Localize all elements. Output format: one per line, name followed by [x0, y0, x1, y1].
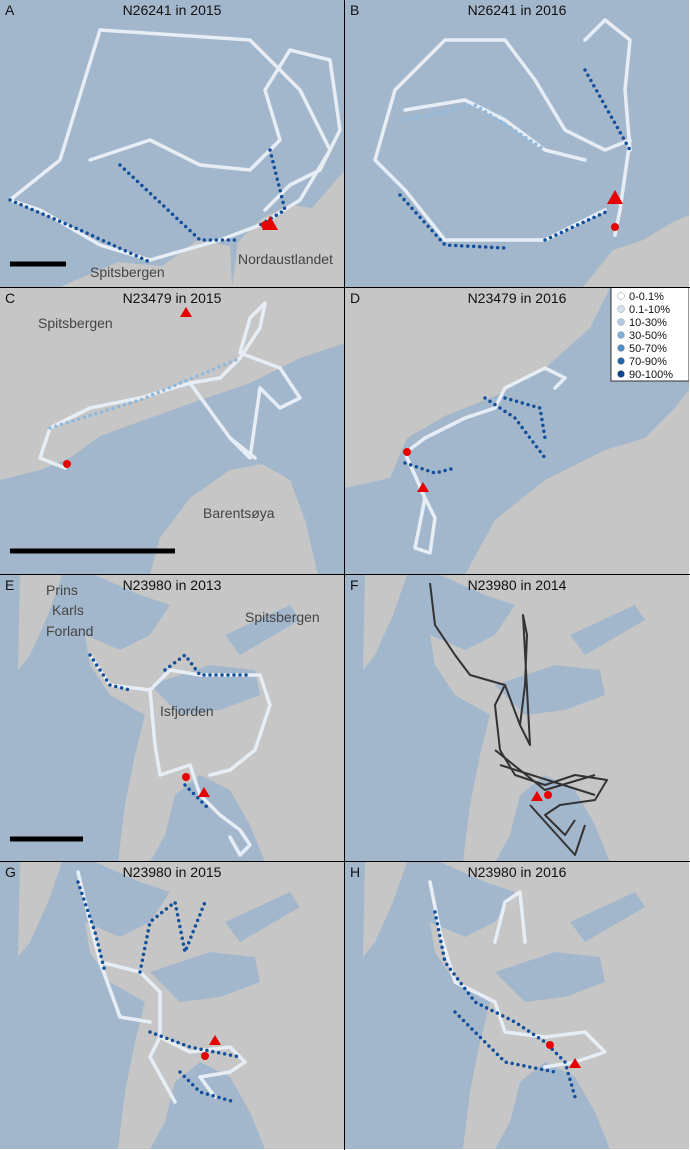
- panel-letter: C: [5, 290, 15, 306]
- track: [76, 870, 247, 1104]
- marker: [611, 223, 619, 231]
- place-label: Spitsbergen: [90, 264, 165, 280]
- legend-swatch: [617, 344, 625, 352]
- place-label: Karls: [52, 602, 84, 618]
- legend-swatch: [617, 370, 625, 378]
- marker: [180, 307, 192, 317]
- track: [373, 18, 632, 242]
- track: [76, 880, 242, 1104]
- marker: [546, 1041, 554, 1049]
- track: [38, 301, 302, 470]
- marker: [403, 448, 411, 456]
- place-label: Spitsbergen: [245, 609, 320, 625]
- legend-label: 10-30%: [629, 317, 667, 329]
- panel-title: N23479 in 2015: [123, 290, 222, 306]
- marker: [201, 1052, 209, 1060]
- marker: [417, 482, 429, 492]
- legend-swatch: [617, 357, 625, 365]
- panel-letter: B: [350, 2, 359, 18]
- track: [403, 103, 547, 152]
- marker: [544, 791, 552, 799]
- marker: [198, 787, 210, 797]
- panel-title: N26241 in 2015: [123, 2, 222, 18]
- track: [88, 48, 342, 212]
- place-label: Spitsbergen: [38, 315, 113, 331]
- track: [429, 582, 608, 856]
- marker: [261, 221, 269, 229]
- panel-title: N23479 in 2016: [468, 290, 567, 306]
- panel-e: Prins Karls Forland Spitsbergen Isfjorde…: [0, 575, 344, 862]
- panel-title: N23980 in 2015: [123, 864, 222, 880]
- land: [583, 215, 689, 287]
- track: [8, 28, 332, 262]
- track: [403, 396, 547, 475]
- legend-label: 70-90%: [629, 356, 667, 368]
- place-label: Isfjorden: [160, 703, 214, 719]
- marker: [182, 773, 190, 781]
- legend-swatch: [617, 292, 625, 300]
- land: [60, 240, 232, 287]
- marker: [531, 791, 543, 801]
- panel-title: N23980 in 2016: [468, 864, 567, 880]
- marker: [63, 460, 71, 468]
- panel-h: H N23980 in 2016: [345, 862, 689, 1149]
- place-label: Forland: [46, 623, 93, 639]
- panel-letter: A: [5, 2, 15, 18]
- panel-c: Spitsbergen Barentsøya C N23479 in 2015: [0, 288, 344, 575]
- land: [0, 288, 344, 480]
- panel-title: N23980 in 2013: [123, 577, 222, 593]
- land: [232, 171, 344, 287]
- marker: [209, 1035, 221, 1045]
- legend-swatch: [617, 318, 625, 326]
- legend-swatch: [617, 305, 625, 313]
- panel-b: B N26241 in 2016: [345, 0, 689, 287]
- panel-title: N23980 in 2014: [468, 577, 567, 593]
- marker: [569, 1058, 581, 1068]
- panel-letter: H: [350, 864, 360, 880]
- track: [433, 910, 577, 1099]
- legend-label: 0-0.1%: [629, 291, 664, 303]
- track: [428, 880, 607, 1069]
- panel-d: 0-0.1%0.1-10%10-30%30-50%50-70%70-90%90-…: [345, 288, 689, 575]
- track: [398, 68, 632, 250]
- panel-g: G N23980 in 2015: [0, 862, 344, 1149]
- track: [403, 98, 587, 162]
- track: [8, 148, 288, 264]
- place-label: Barentsøya: [203, 505, 275, 521]
- panel-f: F N23980 in 2014: [345, 575, 689, 862]
- panel-letter: F: [350, 577, 359, 593]
- land: [465, 389, 689, 575]
- legend-label: 50-70%: [629, 343, 667, 355]
- land: [150, 464, 318, 575]
- place-label: Prins: [46, 582, 78, 598]
- legend-label: 90-100%: [629, 369, 673, 381]
- legend-swatch: [617, 331, 625, 339]
- panel-title: N26241 in 2016: [468, 2, 567, 18]
- track: [48, 356, 242, 430]
- track: [88, 652, 252, 812]
- legend-label: 0.1-10%: [629, 304, 670, 316]
- panel-letter: E: [5, 577, 14, 593]
- land: [345, 288, 610, 488]
- legend-label: 30-50%: [629, 330, 667, 342]
- panel-letter: G: [5, 864, 16, 880]
- panel-a: Spitsbergen Nordaustlandet A N26241 in 2…: [0, 0, 344, 287]
- place-label: Nordaustlandet: [238, 251, 333, 267]
- marker: [607, 190, 623, 204]
- panel-letter: D: [350, 290, 360, 306]
- legend: 0-0.1%0.1-10%10-30%30-50%50-70%70-90%90-…: [617, 291, 673, 381]
